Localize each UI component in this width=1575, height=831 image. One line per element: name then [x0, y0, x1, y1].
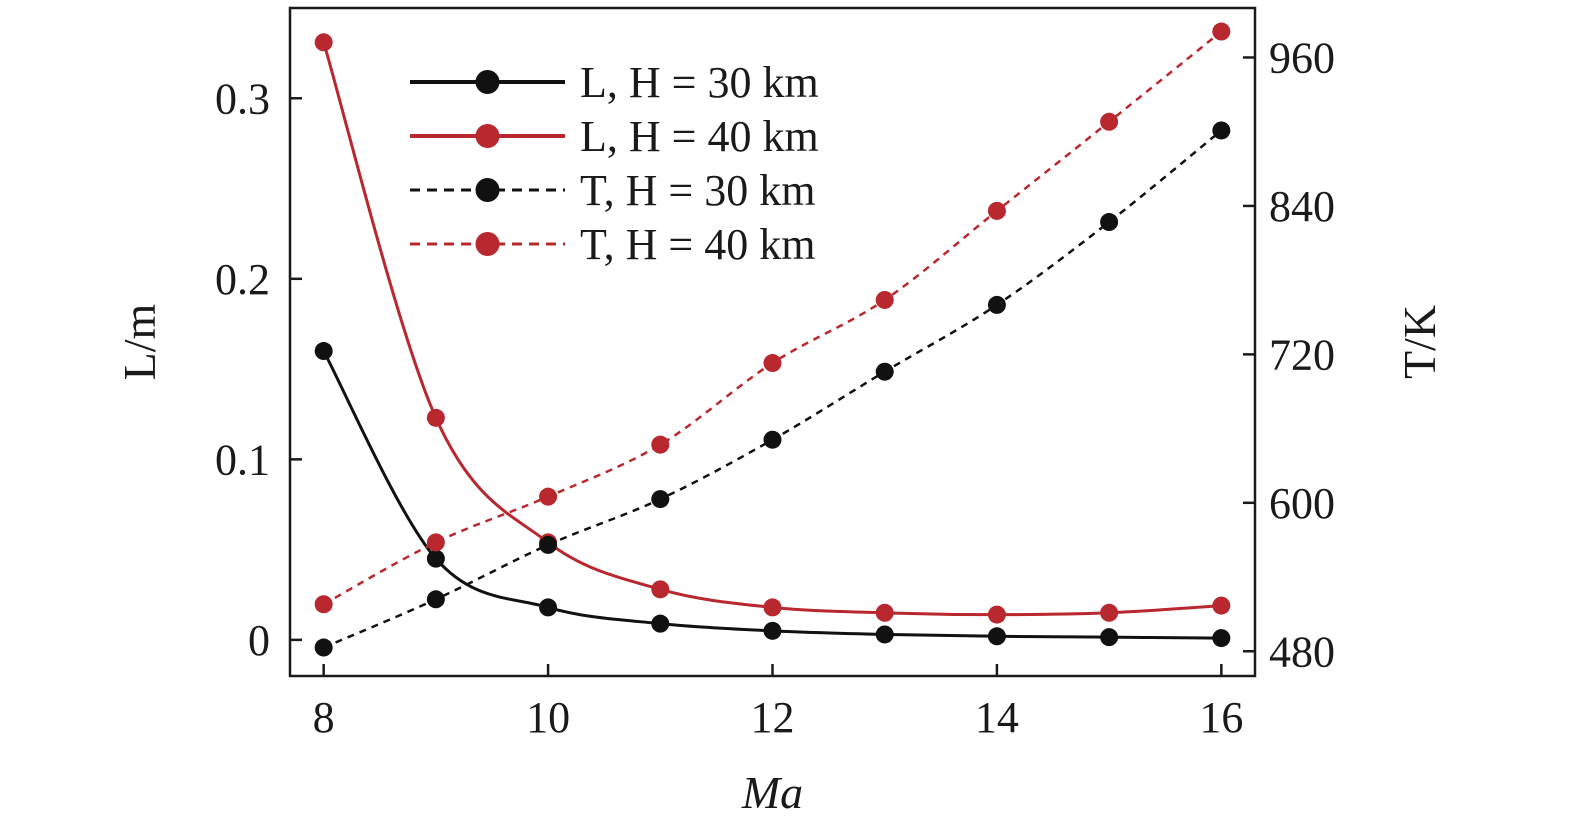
data-point [1100, 628, 1119, 647]
data-point [651, 580, 670, 599]
left-y-axis-title: L/m [114, 303, 165, 380]
data-point [1100, 213, 1119, 232]
right-y-tick-label: 480 [1269, 627, 1335, 676]
data-point [1212, 596, 1231, 615]
series-1 [314, 342, 1231, 648]
data-point [539, 487, 558, 506]
data-point [651, 490, 670, 509]
series-line [322, 350, 1222, 640]
right-y-tick-label: 840 [1269, 182, 1335, 231]
legend: L, H = 30 km L, H = 40 km T, H = 30 km T, H… [410, 58, 819, 269]
series-4 [314, 22, 1231, 614]
right-y-tick-label: 600 [1269, 479, 1335, 528]
x-tick-label: 14 [975, 693, 1019, 742]
data-point [763, 430, 782, 449]
data-point [426, 408, 445, 427]
data-point [987, 627, 1006, 646]
data-point [763, 354, 782, 373]
left-y-tick-label: 0 [248, 616, 270, 665]
data-point [314, 638, 333, 657]
data-point [1212, 121, 1231, 140]
left-y-tick-label: 0.1 [215, 435, 270, 484]
data-point [875, 625, 894, 644]
data-point [987, 295, 1006, 314]
right-y-axis-title: T/K [1394, 305, 1445, 379]
data-point [987, 201, 1006, 220]
legend-marker [475, 124, 500, 148]
x-tick-label: 16 [1199, 693, 1243, 742]
data-point [314, 342, 333, 361]
data-point [426, 549, 445, 568]
legend-marker [475, 70, 500, 94]
data-point [426, 590, 445, 609]
legend-label: L, H = 40 km [580, 112, 819, 161]
series-layer [314, 22, 1231, 657]
left-y-tick-label: 0.2 [215, 255, 270, 304]
data-point [1100, 112, 1119, 131]
data-point [539, 598, 558, 617]
right-y-tick-label: 720 [1269, 330, 1335, 379]
legend-label: T, H = 40 km [580, 220, 815, 269]
x-axis-title: Ma [741, 767, 803, 818]
data-point [1100, 603, 1119, 622]
data-point [875, 362, 894, 381]
x-tick-label: 10 [526, 693, 570, 742]
data-point [875, 603, 894, 622]
data-point [539, 535, 558, 554]
data-point [1212, 629, 1231, 648]
data-point [1212, 22, 1231, 41]
data-point [314, 33, 333, 52]
legend-label: L, H = 30 km [580, 58, 819, 107]
data-point [763, 598, 782, 617]
plot-frame [288, 6, 1257, 678]
legend-marker [475, 232, 500, 256]
data-point [651, 614, 670, 633]
axes: 8 10 12 14 16 0 0.1 0.2 0.3 480 600 720 840 960 [215, 6, 1335, 742]
series-line [322, 41, 1222, 617]
data-point [763, 621, 782, 640]
data-point [426, 533, 445, 552]
data-point [875, 290, 894, 309]
left-y-tick-label: 0.3 [215, 74, 270, 123]
series-3 [314, 121, 1231, 657]
right-y-tick-label: 960 [1269, 33, 1335, 82]
x-tick-label: 8 [313, 693, 335, 742]
series-2 [314, 33, 1231, 624]
data-point [314, 595, 333, 614]
data-point [987, 605, 1006, 624]
x-tick-label: 12 [751, 693, 795, 742]
legend-label: T, H = 30 km [580, 166, 815, 215]
data-point [651, 435, 670, 454]
legend-marker [475, 178, 500, 202]
